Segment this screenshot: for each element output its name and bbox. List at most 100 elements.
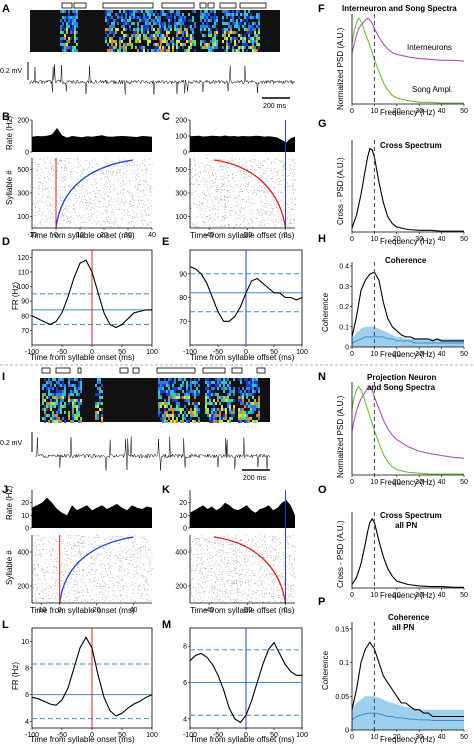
spectrogram-cell: [58, 381, 60, 384]
raster-dot: [77, 584, 78, 585]
spectrogram-cell: [141, 10, 143, 13]
raster-dot: [130, 206, 131, 207]
spectrogram-cell: [170, 396, 172, 399]
raster-dot: [79, 543, 80, 544]
raster-dot: [202, 563, 203, 564]
spectrogram-cell: [250, 393, 252, 396]
spectrogram-cell: [54, 402, 56, 405]
spectrogram-cell: [44, 420, 46, 423]
spectrogram-cell: [151, 34, 153, 37]
raster-dot: [205, 539, 206, 540]
raster-dot: [133, 543, 134, 544]
raster-dot: [70, 223, 71, 224]
raster-dot: [202, 588, 203, 589]
raster-dot: [278, 556, 279, 557]
raster-dot: [77, 159, 78, 160]
raster-dot: [107, 576, 108, 577]
raster-dot: [35, 600, 36, 601]
raster-dot: [251, 599, 252, 600]
raster-dot: [279, 595, 280, 596]
raster-dot: [191, 571, 192, 572]
spectrogram-cell: [250, 31, 252, 34]
spectrogram-cell: [74, 16, 76, 19]
raster-dot: [73, 555, 74, 556]
raster-dot: [294, 574, 295, 575]
raster-dot: [263, 557, 264, 558]
raster-dot: [43, 189, 44, 190]
raster-dot: [258, 573, 259, 574]
raster-dot: [56, 562, 57, 563]
raster-dot: [57, 175, 58, 176]
raster-dot: [67, 203, 68, 204]
raster-dot: [200, 593, 201, 594]
raster-dot: [48, 168, 49, 169]
raster-dot: [77, 198, 78, 199]
raster-dot: [286, 588, 287, 589]
raster-dot: [200, 172, 201, 173]
raster-dot: [235, 547, 236, 548]
spectrogram-cell: [166, 34, 168, 37]
spectrogram-cell: [60, 10, 62, 13]
spectrogram-cell: [244, 420, 246, 423]
raster-dot: [222, 169, 223, 170]
spectrogram-cell: [158, 405, 160, 408]
raster-dot: [221, 572, 222, 573]
raster-dot: [63, 539, 64, 540]
raster-dot: [56, 557, 57, 558]
spectrogram-cell: [62, 10, 64, 13]
spectrogram-cell: [155, 31, 157, 34]
raster-dot: [234, 583, 235, 584]
spectrogram-cell: [229, 402, 231, 405]
spectrogram-cell: [216, 34, 218, 37]
spectrogram-cell: [160, 10, 162, 13]
raster-dot: [140, 180, 141, 181]
raster-dot: [131, 224, 132, 225]
raster-dot: [137, 165, 138, 166]
raster-dot: [209, 188, 210, 189]
raster-dot: [42, 184, 43, 185]
spectrogram-cell: [105, 19, 107, 22]
spectrogram-cell: [168, 396, 170, 399]
spectrogram-cell: [209, 384, 211, 387]
raster-dot: [228, 224, 229, 225]
raster-dot: [258, 586, 259, 587]
raster-dot: [57, 563, 58, 564]
spectrogram-cell: [254, 399, 256, 402]
raster-dot: [119, 210, 120, 211]
raster-dot: [40, 175, 41, 176]
raster-dot: [273, 209, 274, 210]
spectrogram-cell: [234, 13, 236, 16]
raster-dot: [148, 224, 149, 225]
raster-dot: [204, 576, 205, 577]
raster-dot: [199, 205, 200, 206]
raster-dot: [256, 166, 257, 167]
raster-dot: [61, 585, 62, 586]
spectrogram-cell: [242, 387, 244, 390]
spectrogram-cell: [117, 28, 119, 31]
raster-dot: [212, 200, 213, 201]
raster-dot: [82, 541, 83, 542]
spectrogram-cell: [164, 381, 166, 384]
raster-dot: [215, 543, 216, 544]
raster-dot: [200, 207, 201, 208]
raster-dot: [211, 186, 212, 187]
raster-dot: [249, 586, 250, 587]
raster-dot: [291, 220, 292, 221]
spectrogram-cell: [180, 19, 182, 22]
raster-dot: [96, 224, 97, 225]
spectrogram-cell: [236, 10, 238, 13]
raster-dot: [85, 573, 86, 574]
raster-dot: [199, 554, 200, 555]
spectrogram-cell: [178, 387, 180, 390]
raster-dot: [239, 159, 240, 160]
raster-dot: [242, 192, 243, 193]
spectrogram-cell: [256, 381, 258, 384]
raster-dot: [194, 184, 195, 185]
rate-histogram: [190, 136, 295, 153]
raster-dot: [96, 181, 97, 182]
raster-dot: [73, 565, 74, 566]
spectrogram-cell: [170, 19, 172, 22]
raster-dot: [290, 555, 291, 556]
spectrogram-cell: [113, 49, 115, 52]
spectrogram-cell: [190, 387, 192, 390]
